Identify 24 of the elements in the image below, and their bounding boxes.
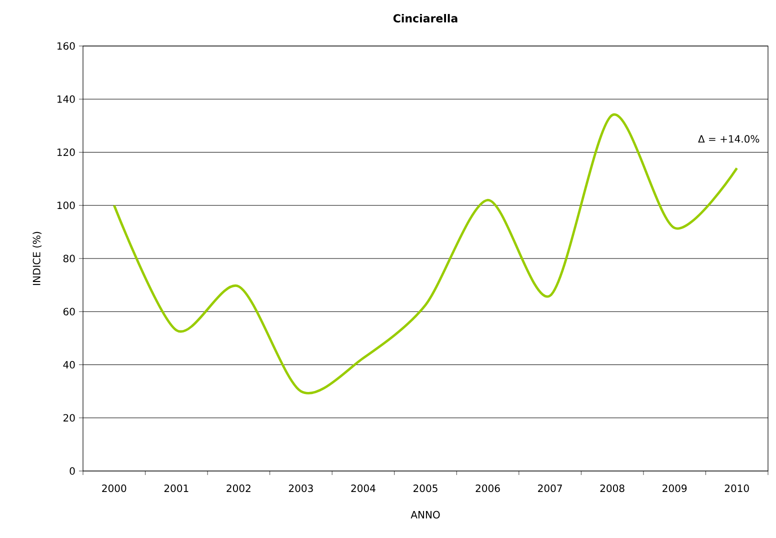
y-axis-title: INDICE (%): [32, 232, 42, 285]
x-tick-label: 2006: [476, 484, 500, 492]
x-tick-label: 2005: [414, 484, 438, 492]
x-tick-label: 2002: [226, 484, 250, 492]
y-tick-label: 0: [70, 467, 75, 475]
y-tick-label: 80: [63, 254, 75, 262]
annotation: Δ = +14.0%: [698, 135, 760, 143]
x-tick-label: 2003: [288, 484, 313, 492]
x-tick-label: 2007: [538, 484, 562, 492]
y-tick-label: 140: [57, 95, 75, 103]
y-tick-label: 120: [57, 148, 75, 156]
y-tick-label: 100: [57, 202, 75, 210]
y-tick-label: 40: [63, 360, 75, 369]
x-tick-label: 2009: [662, 484, 687, 492]
x-tick-label: 2004: [351, 484, 376, 492]
x-tick-label: 2000: [102, 484, 126, 492]
y-tick-label: 160: [57, 42, 75, 50]
y-tick-label: 20: [63, 414, 75, 422]
x-tick-label: 2001: [164, 484, 188, 492]
x-axis-title: ANNO: [410, 510, 440, 518]
x-tick-label: 2010: [724, 484, 749, 492]
x-tick-label: 2008: [600, 484, 624, 492]
y-tick-label: 60: [63, 308, 75, 316]
chart-title: Cinciarella: [393, 14, 458, 22]
